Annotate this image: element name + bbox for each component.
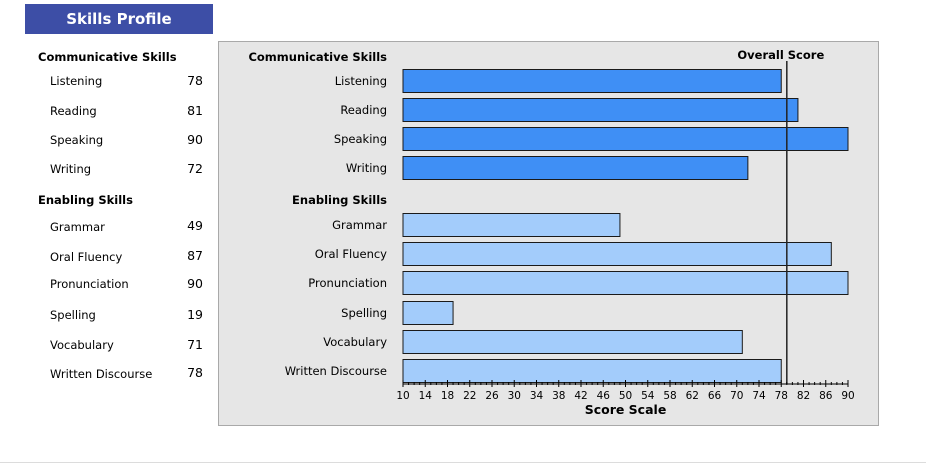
bar-label-speaking: Speaking bbox=[334, 132, 387, 146]
list-item-grammar-score: 49 bbox=[187, 218, 203, 233]
x-tick-label: 90 bbox=[841, 390, 854, 402]
x-tick-label: 86 bbox=[819, 390, 833, 402]
list-item-spelling-label: Spelling bbox=[50, 308, 96, 322]
list-item-spelling-score: 19 bbox=[187, 307, 203, 322]
list-item-reading-score: 81 bbox=[187, 103, 203, 118]
x-tick-label: 42 bbox=[574, 390, 587, 402]
bar-vocabulary bbox=[402, 330, 743, 354]
x-tick-label: 34 bbox=[530, 390, 544, 402]
enabling-skills-heading: Enabling Skills bbox=[38, 193, 133, 207]
list-item-oral-fluency-label: Oral Fluency bbox=[50, 250, 123, 264]
bar-label-writing: Writing bbox=[346, 161, 387, 175]
bar-listening bbox=[402, 69, 782, 93]
x-tick-label: 10 bbox=[396, 390, 409, 402]
bar-reading bbox=[402, 98, 799, 122]
list-item-oral-fluency-score: 87 bbox=[187, 248, 203, 263]
x-tick-label: 78 bbox=[775, 390, 788, 402]
list-item-vocabulary-label: Vocabulary bbox=[50, 338, 114, 352]
list-item-writing-label: Writing bbox=[50, 162, 92, 176]
bar-speaking bbox=[402, 127, 849, 151]
x-axis-title: Score Scale bbox=[585, 402, 667, 417]
x-tick-label: 66 bbox=[708, 390, 722, 402]
x-tick-label: 30 bbox=[508, 390, 521, 402]
list-item-speaking-label: Speaking bbox=[50, 133, 104, 147]
list-item-pronunciation-score: 90 bbox=[187, 276, 203, 291]
bar-label-written-discourse: Written Discourse bbox=[285, 364, 387, 378]
skills-bar-chart: Communicative Skills Listening Reading Spea… bbox=[248, 48, 854, 417]
footer-divider bbox=[0, 462, 926, 463]
x-tick-label: 18 bbox=[441, 390, 454, 402]
bar-oral-fluency bbox=[402, 242, 832, 266]
list-item-writing-score: 72 bbox=[187, 161, 203, 176]
bar-pronunciation bbox=[402, 271, 849, 295]
x-tick-label: 74 bbox=[752, 390, 766, 402]
x-tick-label: 70 bbox=[730, 390, 743, 402]
bar-label-pronunciation: Pronunciation bbox=[308, 276, 387, 290]
list-item-grammar-label: Grammar bbox=[50, 220, 105, 234]
x-tick-label: 82 bbox=[797, 390, 810, 402]
bar-grammar bbox=[402, 213, 621, 237]
x-tick-label: 62 bbox=[686, 390, 699, 402]
bar-spelling bbox=[402, 301, 454, 325]
list-item-listening-label: Listening bbox=[50, 74, 103, 88]
list-item-reading-label: Reading bbox=[50, 104, 97, 118]
overall-score-label: Overall Score bbox=[737, 48, 824, 62]
x-tick-label: 54 bbox=[641, 390, 655, 402]
x-tick-label: 58 bbox=[663, 390, 676, 402]
x-tick-label: 26 bbox=[485, 390, 499, 402]
list-item-vocabulary-score: 71 bbox=[187, 337, 203, 352]
bar-written-discourse bbox=[402, 359, 782, 383]
bar-label-vocabulary: Vocabulary bbox=[323, 335, 387, 349]
x-tick-label: 22 bbox=[463, 390, 476, 402]
x-tick-label: 38 bbox=[552, 390, 565, 402]
chart-panel: Communicative Skills Listening Reading Spea… bbox=[218, 41, 879, 426]
x-tick-label: 46 bbox=[597, 390, 611, 402]
list-item-pronunciation-label: Pronunciation bbox=[50, 277, 129, 291]
bar-label-reading: Reading bbox=[340, 103, 387, 117]
list-item-written-discourse-score: 78 bbox=[187, 365, 203, 380]
list-item-written-discourse-label: Written Discourse bbox=[50, 367, 153, 381]
chart-group-heading-enabling-skills: Enabling Skills bbox=[292, 193, 387, 207]
page-title: Skills Profile bbox=[66, 10, 172, 28]
chart-group-heading-communicative-skills: Communicative Skills bbox=[248, 50, 387, 64]
bar-writing bbox=[402, 156, 749, 180]
list-item-listening-score: 78 bbox=[187, 73, 203, 88]
bar-label-listening: Listening bbox=[335, 74, 387, 88]
skills-score-list: Communicative Skills Listening 78 Readin… bbox=[0, 0, 215, 476]
x-tick-label: 14 bbox=[419, 390, 433, 402]
x-tick-label: 50 bbox=[619, 390, 632, 402]
communicative-skills-heading: Communicative Skills bbox=[38, 50, 177, 64]
bar-label-spelling: Spelling bbox=[341, 306, 387, 320]
list-item-speaking-score: 90 bbox=[187, 132, 203, 147]
bar-label-oral-fluency: Oral Fluency bbox=[315, 247, 387, 261]
page-title-banner: Skills Profile bbox=[25, 4, 213, 34]
bar-label-grammar: Grammar bbox=[332, 218, 387, 232]
